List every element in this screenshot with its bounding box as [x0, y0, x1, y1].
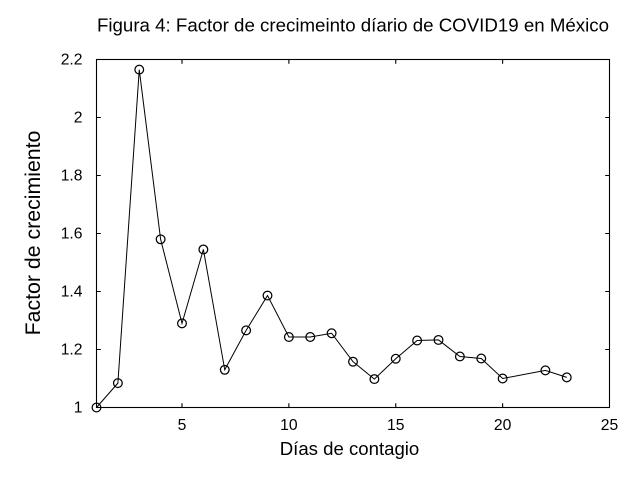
svg-text:1: 1: [74, 399, 83, 416]
svg-text:1.6: 1.6: [61, 225, 83, 242]
svg-text:Días de contagio: Días de contagio: [280, 438, 420, 459]
svg-text:5: 5: [178, 417, 187, 434]
svg-text:1.8: 1.8: [61, 167, 83, 184]
svg-text:15: 15: [387, 417, 405, 434]
svg-text:Figura 4: Factor de crecimeint: Figura 4: Factor de crecimeinto díario d…: [97, 15, 609, 36]
svg-text:1.2: 1.2: [61, 341, 83, 358]
svg-text:1.4: 1.4: [61, 283, 83, 300]
svg-text:2: 2: [74, 109, 83, 126]
svg-text:10: 10: [280, 417, 298, 434]
svg-text:2.2: 2.2: [61, 51, 83, 68]
svg-text:20: 20: [494, 417, 512, 434]
svg-text:25: 25: [601, 417, 619, 434]
svg-text:Factor de crecimiento: Factor de crecimiento: [21, 131, 45, 336]
